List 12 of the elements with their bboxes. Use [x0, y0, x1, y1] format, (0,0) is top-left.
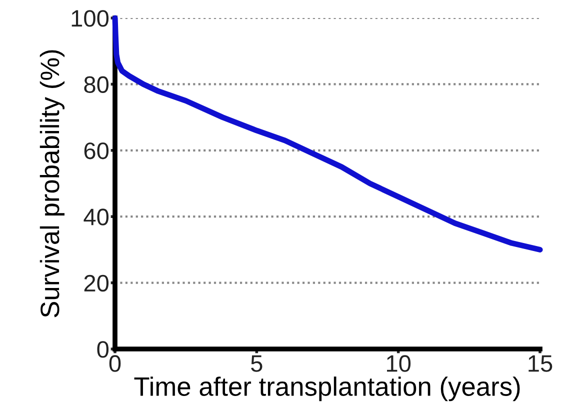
y-tick-label: 80	[84, 76, 109, 93]
y-tick-label: 100	[72, 10, 109, 27]
x-tick-label: 10	[387, 355, 411, 372]
x-tick-label: 5	[251, 355, 262, 372]
y-tick-label: 0	[97, 341, 109, 358]
x-tick-label: 15	[528, 355, 552, 372]
y-tick-label: 60	[84, 142, 109, 160]
y-tick-label: 20	[84, 274, 109, 292]
y-axis-title: Survival probability (%)	[40, 50, 64, 318]
x-axis-title: Time after transplantation (years)	[134, 376, 520, 402]
x-tick-label: 0	[109, 355, 121, 372]
y-tick-label: 40	[84, 208, 109, 226]
